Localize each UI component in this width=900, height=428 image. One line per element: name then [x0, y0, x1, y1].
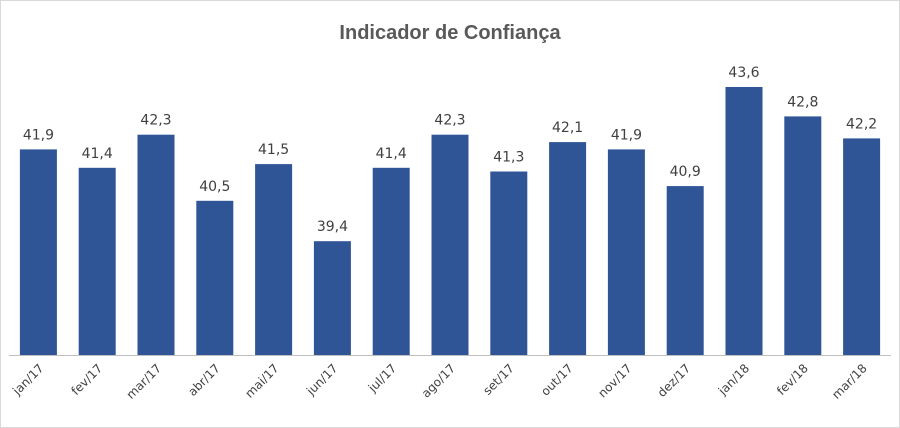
data-label: 40,9	[670, 164, 701, 180]
x-tick-labels-group: jan/17 fev/17 mar/17 abr/17 mai/17 jun/17 jul/…	[9, 361, 869, 402]
data-label: 41,9	[611, 127, 642, 143]
bar-fev-18	[784, 116, 822, 356]
x-tick-label: jan/17	[9, 361, 46, 398]
data-label: 41,4	[376, 146, 407, 162]
bar-out-17	[549, 142, 587, 355]
bar-mar-17	[137, 134, 175, 355]
data-label: 42,2	[846, 116, 877, 132]
bar-nov-17	[607, 149, 645, 355]
bar-jan-18	[725, 87, 763, 355]
bar-fev-17	[78, 167, 116, 355]
data-label: 40,5	[199, 179, 230, 195]
x-tick-label: dez/17	[655, 361, 694, 400]
x-tick-label: abr/17	[185, 361, 223, 399]
data-label: 41,5	[258, 142, 289, 158]
x-tick-label: jan/18	[715, 361, 752, 398]
bar-jul-17	[372, 167, 410, 355]
x-tick-label: mar/18	[829, 361, 870, 402]
x-tick-label: fev/18	[774, 361, 811, 398]
bar-mai-17	[255, 164, 293, 355]
x-tick-label: fev/17	[69, 361, 106, 398]
bar-set-17	[490, 171, 528, 355]
data-label: 39,4	[317, 219, 348, 235]
bar-jun-17	[313, 241, 351, 355]
x-tick-label: mar/17	[124, 361, 165, 402]
x-tick-label: nov/17	[595, 361, 634, 400]
bar-abr-17	[196, 200, 234, 355]
data-label: 41,9	[23, 127, 54, 143]
x-tick-label: ago/17	[419, 361, 458, 400]
bar-mar-18	[843, 138, 881, 355]
bar-ago-17	[431, 134, 469, 355]
x-tick-label: mai/17	[242, 361, 281, 400]
data-label: 42,1	[552, 120, 583, 136]
x-tick-label: out/17	[538, 361, 575, 398]
bars-group	[19, 87, 881, 356]
data-label: 41,4	[82, 146, 113, 162]
x-tick-label: jul/17	[365, 361, 399, 395]
data-label: 41,3	[493, 150, 524, 166]
data-label: 42,8	[787, 94, 818, 110]
data-labels-group: 41,9 41,4 42,3 40,5 41,5 39,4 41,4 42,3 41,3 42,1…	[23, 65, 877, 235]
data-label: 43,6	[728, 65, 759, 81]
data-label: 42,3	[140, 113, 171, 129]
x-tick-label: jun/17	[303, 361, 340, 398]
bar-dez-17	[666, 186, 704, 355]
data-label: 42,3	[434, 113, 465, 129]
bar-jan-17	[19, 149, 57, 355]
x-tick-label: set/17	[480, 361, 517, 398]
chart-title: Indicador de Confiança	[339, 22, 561, 44]
